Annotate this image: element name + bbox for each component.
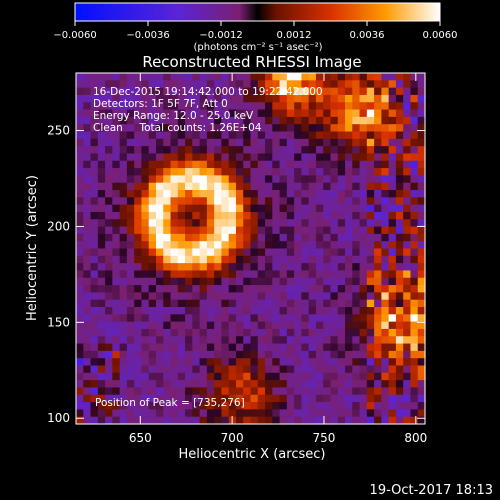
plot-frame [75,72,426,425]
x-tick-label: 800 [404,431,427,445]
x-tick-label: 650 [129,431,152,445]
colorbar-tick-label: −0.0036 [126,30,169,41]
y-tick-label: 200 [47,219,70,233]
colorbar-unit: (photons cm⁻² s⁻¹ asec⁻²) [193,42,322,53]
y-axis-label: Heliocentric Y (arcsec) [25,175,40,321]
colorbar-tick-label: 0.0060 [423,30,458,41]
colorbar-tick-label: 0.0012 [277,30,312,41]
axes: 650 700 750 800 100 150 200 250 [47,73,427,445]
colorbar [74,2,441,22]
x-axis-label: Heliocentric X (arcsec) [179,447,326,462]
annotation-clean: Clean Total counts: 1.26E+04 [93,122,262,134]
x-tick-label: 700 [221,431,244,445]
peak-position-label: Position of Peak = [735,276] [95,397,245,409]
y-tick-label: 100 [47,411,70,425]
heatmap-image [76,73,426,425]
x-tick-label: 750 [313,431,336,445]
footer-date: 19-Oct-2017 18:13 [370,483,493,498]
colorbar-tick-label: 0.0036 [350,30,385,41]
colorbar-tick-label: −0.0060 [53,30,96,41]
y-tick-label: 150 [47,315,70,329]
y-tick-label: 250 [47,124,70,138]
annotation-detectors: Detectors: 1F 5F 7F, Att 0 [93,98,228,110]
colorbar-tick-label: −0.0012 [199,30,242,41]
annotation-energy-range: Energy Range: 12.0 - 25.0 keV [93,110,254,122]
colorbar-ticks: −0.0060 −0.0036 −0.0012 0.0012 0.0036 0.0060 [53,21,458,41]
annotation-time-range: 16-Dec-2015 19:14:42.000 to 19:22:42.000 [93,86,323,98]
chart-title: Reconstructed RHESSI Image [142,53,361,71]
